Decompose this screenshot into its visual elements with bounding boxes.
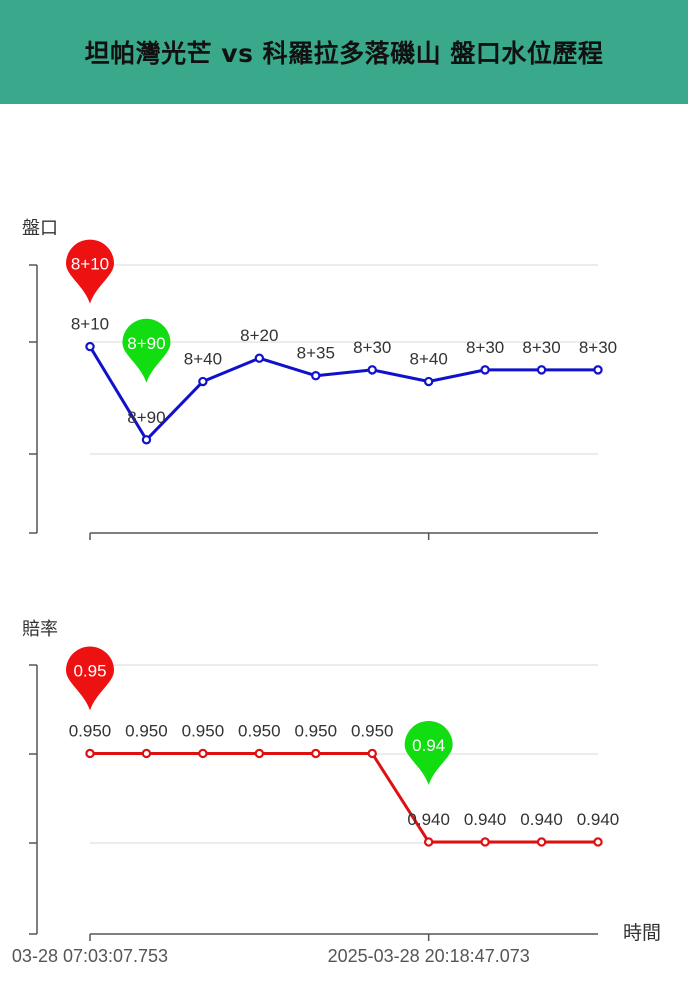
min-pin-label: 0.94 — [412, 736, 445, 755]
data-label: 8+40 — [184, 350, 222, 369]
series-line — [90, 751, 598, 844]
series-line — [88, 345, 598, 442]
min-pin-marker — [404, 720, 453, 785]
page-title: 坦帕灣光芒 vs 科羅拉多落磯山 盤口水位歷程 — [84, 39, 604, 68]
data-point — [367, 748, 377, 759]
data-label: 8+90 — [127, 408, 165, 427]
data-point — [536, 365, 547, 375]
page-header: 坦帕灣光芒 vs 科羅拉多落磯山 盤口水位歷程 — [0, 0, 688, 104]
data-point — [536, 837, 547, 847]
data-label: 0.940 — [464, 810, 507, 829]
data-label: 8+40 — [410, 350, 448, 369]
data-point — [593, 837, 603, 847]
data-label: 8+30 — [353, 338, 391, 357]
data-label: 0.950 — [182, 721, 225, 740]
data-label: 0.950 — [69, 721, 112, 740]
data-point — [254, 353, 265, 363]
max-pin-marker — [66, 239, 114, 304]
data-label: 0.940 — [407, 810, 450, 829]
max-pin-label: 8+10 — [71, 255, 109, 274]
data-label: 0.950 — [125, 721, 168, 740]
handicap-chart: 盤口 8+10 8+90 8+40 8+20 8+35 8+30 8+40 8+30 8+30 8+… — [22, 218, 617, 540]
data-label: 8+10 — [71, 315, 109, 334]
data-point — [254, 748, 265, 759]
data-point — [423, 837, 434, 847]
data-label: 0.940 — [520, 810, 563, 829]
data-point — [141, 748, 152, 759]
data-point — [423, 376, 434, 387]
max-pin-label: 0.95 — [73, 661, 106, 680]
y-axis-title: 盤口 — [22, 218, 58, 238]
data-point — [198, 376, 208, 387]
data-label: 0.950 — [351, 721, 394, 740]
max-pin-marker — [66, 646, 114, 711]
data-label: 8+35 — [297, 344, 335, 363]
data-point — [198, 748, 208, 759]
data-point — [141, 435, 152, 445]
data-label: 0.940 — [577, 810, 620, 829]
data-label: 8+30 — [522, 338, 560, 357]
data-point — [593, 365, 603, 375]
data-label: 0.950 — [238, 721, 281, 740]
min-pin-marker — [122, 318, 171, 383]
data-point — [480, 365, 490, 375]
data-point — [367, 365, 377, 375]
x-tick-label: 2025-03-28 20:18:47.073 — [328, 946, 530, 966]
data-label: 8+20 — [240, 326, 278, 345]
data-point — [311, 370, 321, 381]
data-label: 8+30 — [466, 338, 504, 357]
odds-chart: 賠率 0.950 0.950 0.950 0.950 0.950 0.950 0.940 0.9… — [12, 619, 661, 966]
data-label: 0.950 — [295, 721, 338, 740]
min-pin-label: 8+90 — [127, 334, 165, 353]
x-tick-label: 03-28 07:03:07.753 — [12, 946, 168, 966]
data-point — [85, 341, 95, 352]
data-point — [311, 748, 321, 759]
data-point — [85, 748, 95, 759]
data-point — [480, 837, 490, 847]
y-axis-title: 賠率 — [22, 619, 58, 639]
x-axis-title: 時間 — [623, 922, 661, 944]
data-label: 8+30 — [579, 338, 617, 357]
